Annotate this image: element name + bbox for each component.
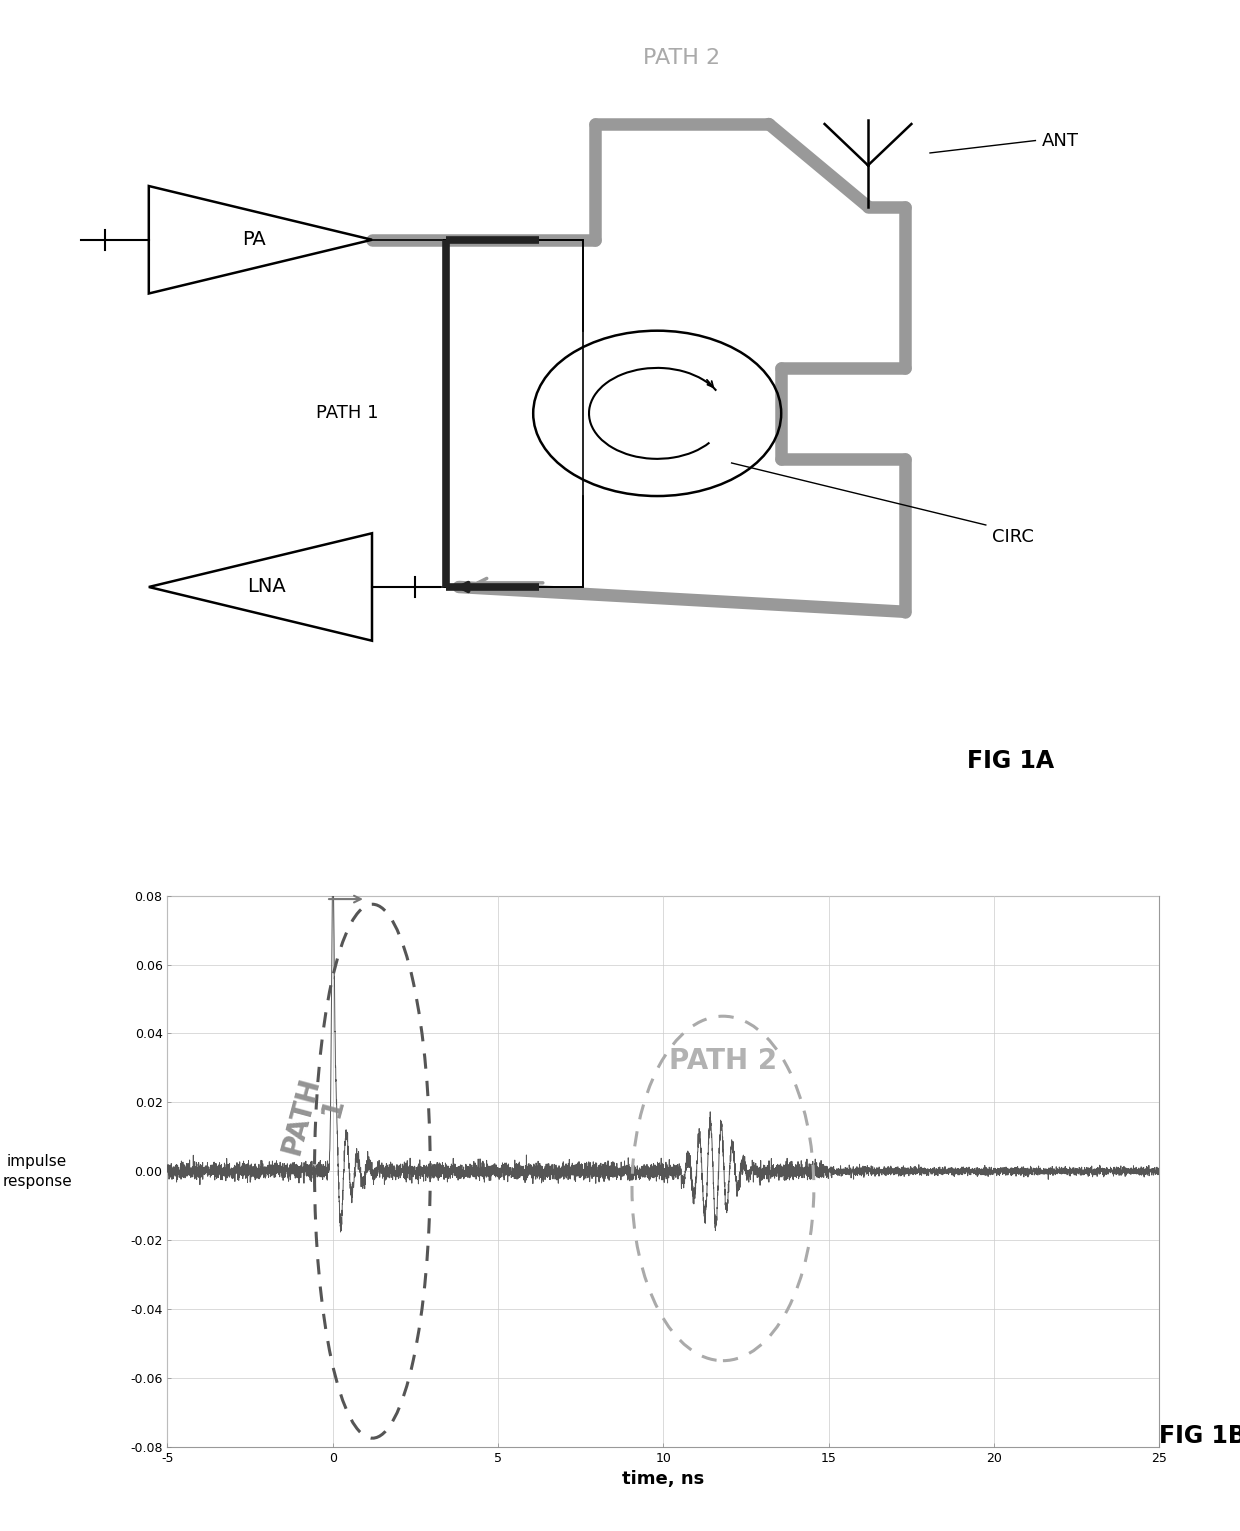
Text: ANT: ANT	[1042, 132, 1079, 150]
Text: FIG 1B: FIG 1B	[1159, 1424, 1240, 1448]
Text: LNA: LNA	[247, 577, 286, 597]
Text: PATH
   1: PATH 1	[277, 1073, 356, 1165]
Text: PATH 2: PATH 2	[644, 47, 720, 67]
Text: PATH 1: PATH 1	[316, 404, 378, 423]
Text: impulse
response: impulse response	[2, 1154, 72, 1188]
Text: PA: PA	[242, 230, 267, 250]
Text: CIRC: CIRC	[992, 528, 1034, 547]
Text: FIG 1A: FIG 1A	[967, 749, 1054, 773]
Text: PATH 2: PATH 2	[668, 1047, 777, 1075]
X-axis label: time, ns: time, ns	[622, 1470, 704, 1488]
